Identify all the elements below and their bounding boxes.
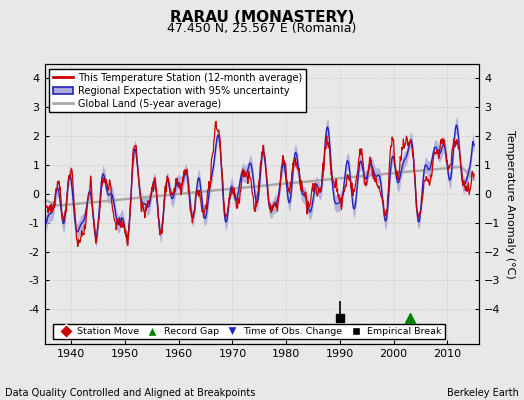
Text: Data Quality Controlled and Aligned at Breakpoints: Data Quality Controlled and Aligned at B…	[5, 388, 256, 398]
Y-axis label: Temperature Anomaly (°C): Temperature Anomaly (°C)	[505, 130, 515, 278]
Text: Berkeley Earth: Berkeley Earth	[447, 388, 519, 398]
Legend: Station Move, Record Gap, Time of Obs. Change, Empirical Break: Station Move, Record Gap, Time of Obs. C…	[53, 324, 445, 339]
Text: RARAU (MONASTERY): RARAU (MONASTERY)	[170, 10, 354, 25]
Text: 47.450 N, 25.567 E (Romania): 47.450 N, 25.567 E (Romania)	[167, 22, 357, 35]
